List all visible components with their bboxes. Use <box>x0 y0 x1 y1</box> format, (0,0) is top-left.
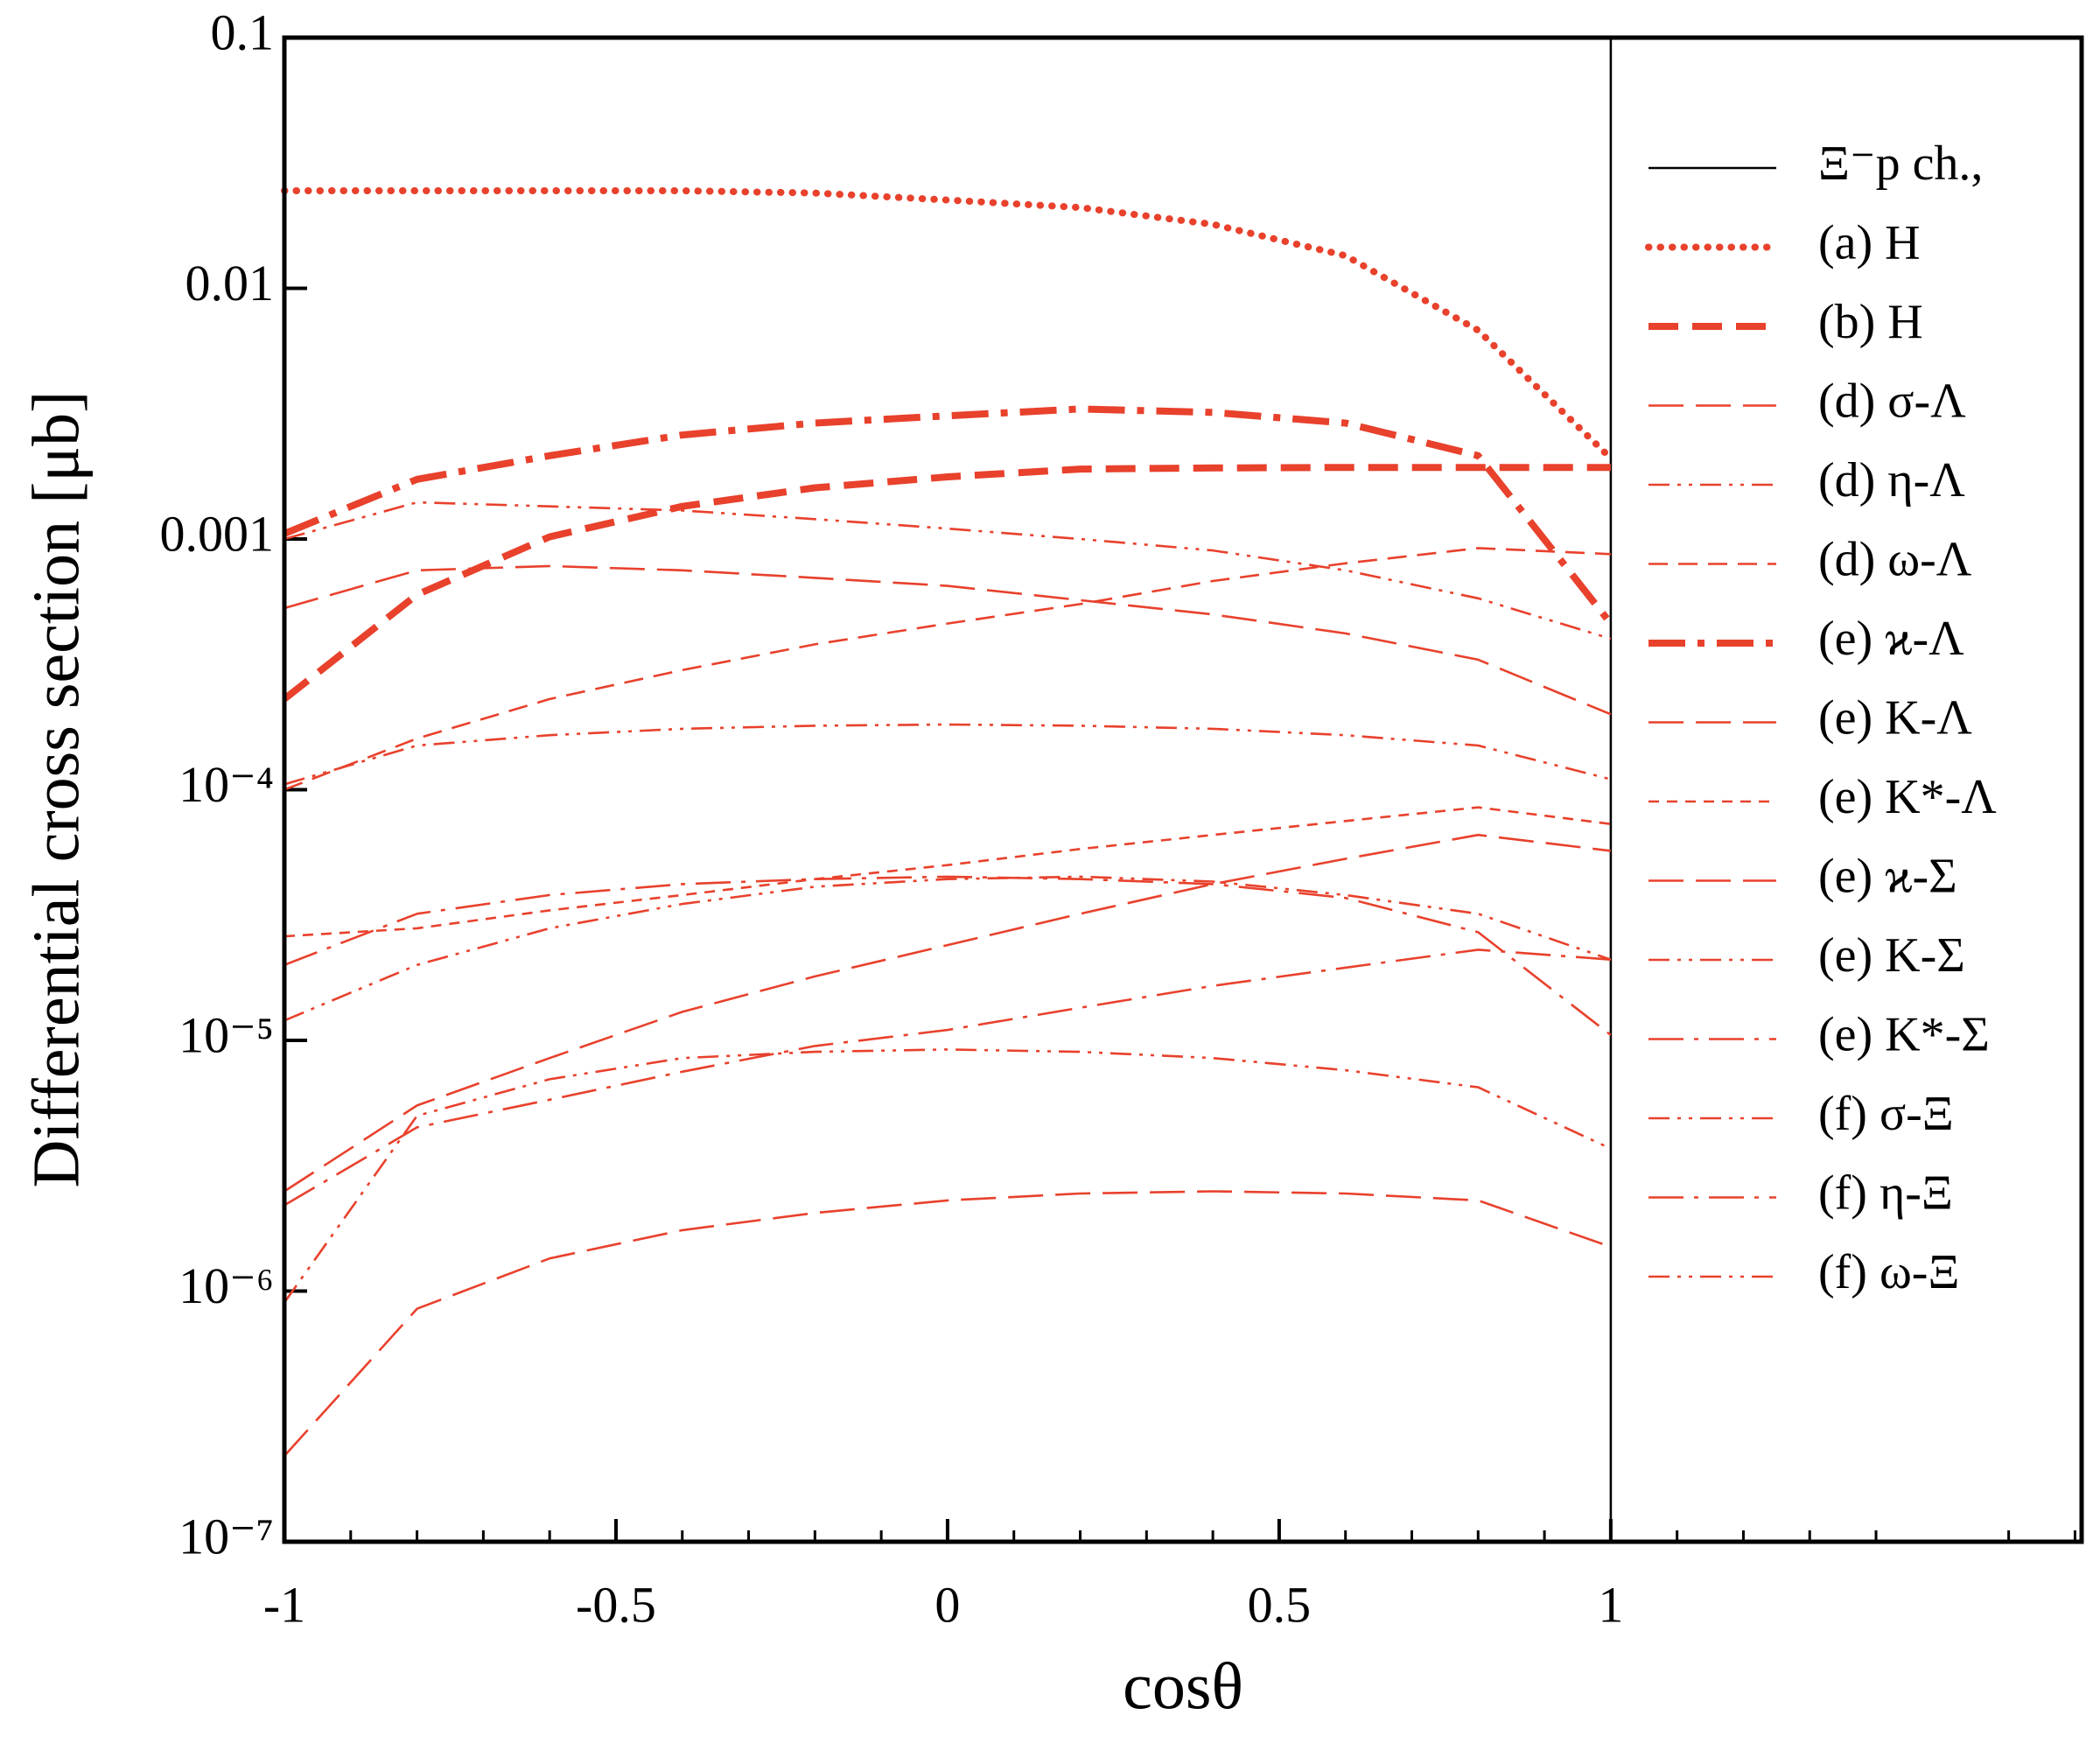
series-line <box>284 806 1612 938</box>
legend-label: (d) ω-Λ <box>1818 532 1972 586</box>
x-axis-label: cosθ <box>1123 1649 1243 1723</box>
series-line <box>284 875 1612 1022</box>
series-line <box>284 500 1612 640</box>
x-tick-label: 1 <box>1598 1576 1623 1633</box>
series-line <box>284 875 1612 1036</box>
legend-label: (e) K*-Σ <box>1818 1007 1990 1061</box>
legend-label: (f) σ-Ξ <box>1818 1087 1954 1141</box>
legend-label: (e) ϰ-Λ <box>1818 612 1964 666</box>
legend-label: (b) H <box>1818 295 1923 349</box>
legend-label: (e) ϰ-Σ <box>1818 849 1957 903</box>
series-line <box>282 464 1611 703</box>
series-line <box>284 948 1611 1207</box>
legend-label: (e) K*-Λ <box>1818 770 1997 824</box>
legend-label: (e) K-Λ <box>1818 690 1972 745</box>
series-line <box>284 564 1612 716</box>
x-tick-label: 0 <box>934 1576 960 1633</box>
series-line <box>284 833 1612 1193</box>
legend-label: (e) K-Σ <box>1818 928 1965 983</box>
x-tick-label: -1 <box>263 1576 305 1633</box>
series-line <box>284 723 1612 786</box>
y-tick-label: 0.01 <box>186 255 275 312</box>
legend-label: (a) H <box>1818 215 1921 270</box>
series-line <box>281 187 1614 462</box>
y-tick-label: 10⁻⁴ <box>178 756 274 813</box>
y-tick-label: 10⁻⁵ <box>178 1006 274 1063</box>
y-axis-label: Differential cross section [μb] <box>19 391 93 1188</box>
x-tick-label: -0.5 <box>576 1576 656 1633</box>
legend-label: (f) ω-Ξ <box>1818 1245 1959 1299</box>
y-tick-label: 10⁻⁶ <box>178 1257 274 1314</box>
plot-frame <box>282 35 2084 1544</box>
legend-label: (d) η-Λ <box>1818 453 1965 508</box>
y-tick-label: 10⁻⁷ <box>178 1508 274 1564</box>
series-line <box>283 1048 1612 1304</box>
legend: Ξ⁻p ch., (a) H (b) H (d) σ-Λ (d) η-Λ (d) ω-Λ (… <box>1645 136 1997 1299</box>
series-line <box>284 1190 1612 1457</box>
y-tick-label: 0.1 <box>211 4 275 60</box>
series-line <box>283 405 1614 626</box>
plot-area: 10⁻⁷ 10⁻⁶ 10⁻⁵ 10⁻⁴ 0.001 0.01 0.1 -1 -0.5 0 0.5 1 Ξ… <box>160 4 2084 1633</box>
legend-label: (f) η-Ξ <box>1818 1166 1953 1220</box>
legend-label: (d) σ-Λ <box>1818 374 1966 428</box>
y-tick-label: 0.001 <box>160 505 275 562</box>
series-line <box>284 547 1611 791</box>
x-tick-label: 0.5 <box>1248 1576 1312 1633</box>
legend-label: Ξ⁻p ch., <box>1818 136 1983 191</box>
